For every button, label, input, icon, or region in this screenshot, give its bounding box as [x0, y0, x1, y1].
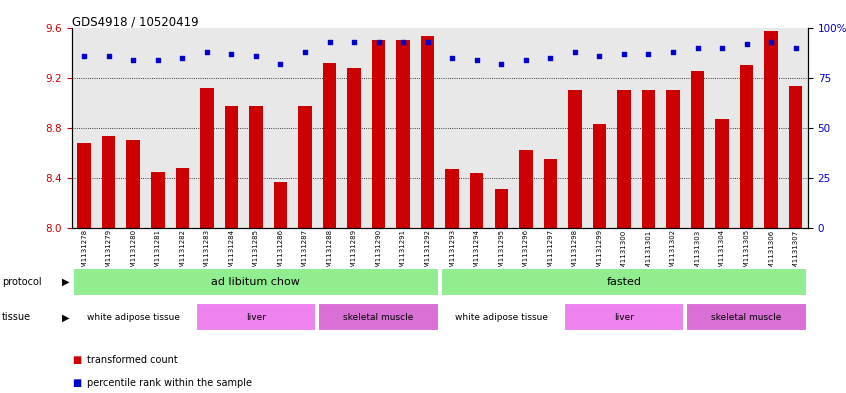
Bar	[519, 150, 532, 228]
Point	[764, 39, 777, 45]
Point	[249, 52, 262, 59]
Point	[494, 61, 508, 67]
Bar	[563, 303, 684, 331]
Bar	[348, 68, 360, 228]
Text: fasted: fasted	[607, 277, 641, 287]
Bar	[618, 90, 630, 228]
Bar	[544, 159, 557, 228]
Point	[617, 50, 630, 57]
Bar	[716, 119, 728, 228]
Bar	[441, 303, 562, 331]
Text: ▶: ▶	[62, 277, 69, 287]
Text: ■: ■	[72, 378, 81, 388]
Bar	[323, 62, 336, 228]
Bar	[102, 136, 115, 228]
Text: ▶: ▶	[62, 312, 69, 322]
Bar	[73, 303, 194, 331]
Text: GDS4918 / 10520419: GDS4918 / 10520419	[72, 16, 199, 29]
Point	[298, 48, 311, 55]
Point	[568, 48, 581, 55]
Text: tissue: tissue	[2, 312, 30, 322]
Point	[543, 55, 557, 61]
Text: liver: liver	[614, 313, 634, 322]
Point	[151, 57, 164, 63]
Bar	[789, 86, 802, 228]
Point	[788, 44, 802, 51]
Bar	[446, 169, 459, 228]
Point	[739, 40, 753, 47]
Point	[175, 55, 189, 61]
Text: white adipose tissue: white adipose tissue	[87, 313, 179, 322]
Bar	[250, 107, 262, 228]
Bar	[372, 40, 385, 228]
Bar	[127, 140, 140, 228]
Point	[322, 39, 336, 45]
Text: ■: ■	[72, 354, 81, 365]
Text: percentile rank within the sample: percentile rank within the sample	[87, 378, 252, 388]
Bar	[667, 90, 679, 228]
Text: skeletal muscle: skeletal muscle	[711, 313, 782, 322]
Bar	[421, 36, 434, 228]
Point	[420, 39, 434, 45]
Text: transformed count: transformed count	[87, 354, 178, 365]
Text: skeletal muscle: skeletal muscle	[343, 313, 414, 322]
Bar	[686, 303, 807, 331]
Bar	[73, 268, 439, 296]
Point	[347, 39, 360, 45]
Bar	[176, 168, 189, 228]
Bar	[691, 72, 704, 228]
Bar	[740, 65, 753, 228]
Point	[519, 57, 532, 63]
Point	[715, 44, 728, 51]
Bar	[318, 303, 439, 331]
Point	[666, 48, 679, 55]
Point	[445, 55, 459, 61]
Point	[200, 48, 213, 55]
Bar	[593, 124, 606, 228]
Bar	[495, 189, 508, 228]
Point	[396, 39, 409, 45]
Point	[592, 52, 606, 59]
Point	[126, 57, 140, 63]
Point	[470, 57, 483, 63]
Bar	[225, 107, 238, 228]
Point	[102, 52, 115, 59]
Bar	[765, 31, 777, 228]
Bar	[470, 173, 483, 228]
Bar	[397, 40, 409, 228]
Bar	[151, 172, 164, 228]
Bar	[195, 303, 316, 331]
Bar	[201, 88, 213, 228]
Point	[224, 50, 238, 57]
Text: white adipose tissue: white adipose tissue	[455, 313, 547, 322]
Point	[273, 61, 287, 67]
Bar	[78, 143, 91, 228]
Point	[371, 39, 385, 45]
Bar	[274, 182, 287, 228]
Text: ad libitum chow: ad libitum chow	[212, 277, 300, 287]
Point	[641, 50, 655, 57]
Bar	[569, 90, 581, 228]
Text: liver: liver	[246, 313, 266, 322]
Point	[690, 44, 704, 51]
Text: protocol: protocol	[2, 277, 41, 287]
Bar	[642, 90, 655, 228]
Bar	[441, 268, 807, 296]
Bar	[299, 107, 311, 228]
Point	[77, 52, 91, 59]
